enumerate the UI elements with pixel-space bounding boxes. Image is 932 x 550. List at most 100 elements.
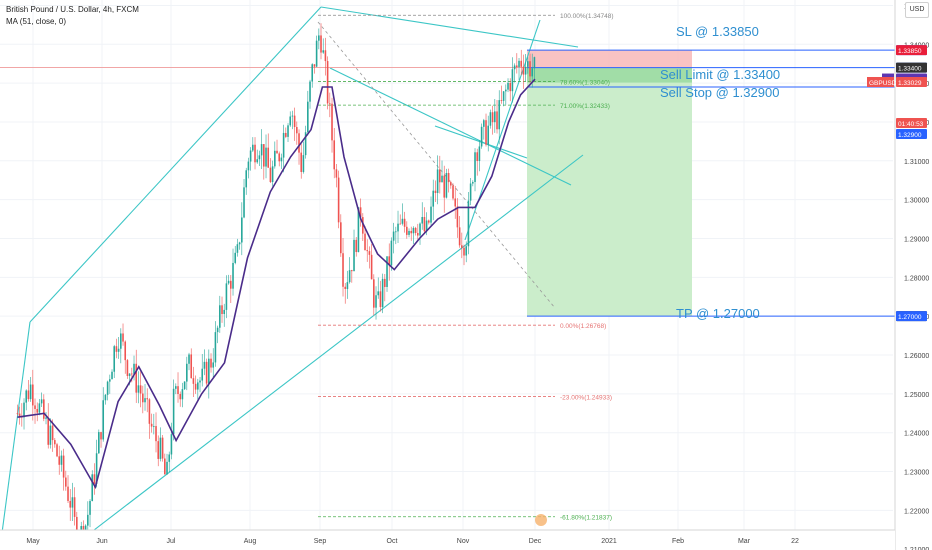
time-tick-label: 22	[791, 538, 799, 545]
indicator-label: MA (51, close, 0)	[6, 17, 67, 26]
candle	[421, 217, 424, 224]
candle	[355, 239, 358, 253]
candle	[463, 247, 465, 256]
sell-stop-annotation: Sell Stop @ 1.32900	[660, 85, 779, 100]
candle	[335, 169, 338, 178]
currency-button[interactable]: USD	[905, 2, 929, 18]
candle	[87, 514, 89, 526]
candle	[203, 361, 206, 369]
candle	[533, 57, 536, 69]
candle	[142, 393, 144, 403]
time-tick-label: Sep	[314, 538, 327, 545]
candle	[56, 444, 58, 457]
candle	[104, 394, 107, 401]
candle	[472, 182, 474, 184]
candle	[247, 161, 250, 171]
price-tick-label: 1.29000	[904, 236, 929, 243]
moving-average-line	[17, 78, 536, 490]
candle	[320, 35, 322, 53]
candle	[210, 358, 212, 368]
candle	[522, 66, 525, 75]
candle	[269, 167, 272, 183]
candle	[58, 456, 61, 465]
price-tag-label: 1.33400	[898, 66, 922, 73]
candle	[175, 386, 177, 389]
candles-group	[16, 23, 536, 550]
risk-zone	[527, 50, 692, 68]
candle	[115, 346, 118, 352]
candle	[384, 278, 386, 287]
candle	[346, 282, 349, 289]
time-tick-label: Nov	[457, 538, 470, 545]
candle	[524, 66, 527, 75]
candle	[256, 159, 259, 163]
candle	[51, 425, 54, 441]
candle	[296, 127, 298, 134]
price-tick-label: 1.26000	[904, 353, 929, 360]
time-tick-label: Jun	[96, 538, 107, 545]
candle	[230, 280, 232, 289]
candle	[120, 333, 122, 349]
price-tick-label: 1.31000	[904, 159, 929, 166]
candle	[428, 220, 430, 223]
candle	[131, 373, 133, 375]
candle	[148, 399, 151, 424]
candle	[214, 332, 217, 363]
candle	[478, 146, 481, 161]
candle	[219, 305, 221, 328]
candle	[509, 82, 512, 92]
candle	[456, 206, 459, 228]
candle	[27, 390, 30, 400]
candle	[199, 380, 201, 383]
candle	[40, 399, 43, 404]
candle	[377, 291, 380, 296]
candle	[49, 425, 52, 445]
candle	[221, 305, 223, 315]
candle	[491, 112, 494, 123]
candle	[93, 474, 96, 484]
price-tick-label: 1.30000	[904, 198, 929, 205]
entry-band	[527, 67, 692, 83]
candle	[95, 453, 98, 484]
candle	[98, 432, 100, 454]
candle	[38, 403, 41, 413]
candle	[417, 232, 419, 236]
candle	[392, 231, 395, 241]
candle	[232, 262, 234, 289]
candle	[348, 270, 351, 283]
candle	[520, 60, 523, 67]
candle	[485, 120, 487, 145]
time-tick-label: May	[26, 538, 40, 545]
candle	[146, 398, 149, 400]
candle	[304, 132, 307, 156]
fib-level-label: 0.00%(1.26768)	[560, 323, 606, 330]
trend-line	[320, 6, 579, 48]
candle	[324, 50, 327, 62]
candle	[326, 61, 329, 104]
candle	[137, 385, 140, 393]
candle	[62, 455, 65, 478]
candle	[197, 382, 199, 390]
candle	[395, 231, 397, 233]
candle	[434, 190, 437, 194]
candle	[205, 361, 208, 384]
candle	[500, 100, 503, 101]
candle	[71, 497, 74, 508]
candle	[362, 217, 364, 234]
candle	[496, 111, 498, 130]
candle	[25, 390, 28, 403]
candle	[474, 152, 476, 183]
candle	[150, 423, 153, 427]
candle	[181, 389, 184, 400]
candle	[126, 360, 129, 376]
candle	[168, 454, 171, 462]
candle	[412, 227, 415, 234]
candle	[267, 147, 270, 168]
candle	[450, 182, 452, 186]
candle	[368, 251, 371, 255]
candle	[274, 150, 276, 167]
candle	[194, 383, 197, 390]
price-tag-label: 1.33029	[898, 80, 922, 87]
candle	[487, 125, 490, 145]
